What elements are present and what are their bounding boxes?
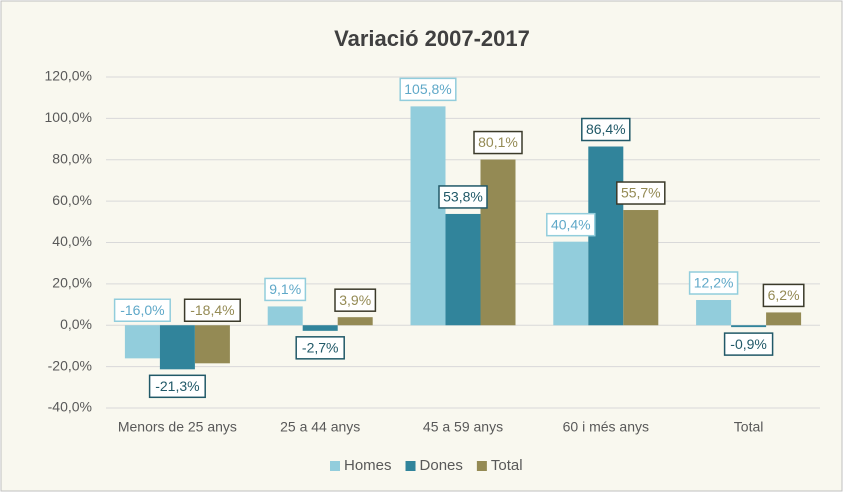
bar bbox=[194, 325, 230, 364]
legend-label: Dones bbox=[420, 457, 463, 474]
value-label: 40,4% bbox=[551, 216, 591, 232]
value-label-box bbox=[581, 117, 631, 142]
bar bbox=[731, 325, 767, 328]
bar bbox=[445, 213, 481, 326]
y-tick-label: 80,0% bbox=[52, 150, 92, 166]
y-tick-label: 20,0% bbox=[52, 275, 92, 291]
value-label-box bbox=[295, 336, 345, 360]
bar bbox=[124, 325, 160, 359]
y-tick-label: 60,0% bbox=[52, 192, 92, 208]
bar bbox=[337, 317, 373, 326]
value-label: -21,3% bbox=[155, 378, 199, 394]
value-label: 55,7% bbox=[621, 185, 661, 201]
value-label: 105,8% bbox=[404, 81, 451, 97]
bar bbox=[766, 312, 802, 326]
bar bbox=[302, 325, 338, 331]
bar bbox=[480, 159, 516, 326]
value-label: 3,9% bbox=[339, 292, 371, 308]
x-tick-label: 60 i més anys bbox=[563, 419, 649, 435]
value-label: 12,2% bbox=[694, 275, 734, 291]
value-label-box bbox=[473, 130, 523, 155]
value-label-box bbox=[399, 77, 457, 102]
bar bbox=[553, 241, 589, 326]
y-tick-label: -40,0% bbox=[48, 399, 92, 415]
value-label-box bbox=[688, 271, 739, 295]
bar bbox=[410, 106, 446, 326]
value-label: 6,2% bbox=[768, 287, 800, 303]
legend-swatch bbox=[405, 461, 416, 471]
value-label-box bbox=[113, 298, 171, 322]
x-tick-label: 25 a 44 anys bbox=[280, 419, 360, 435]
x-tick-label: 45 a 59 anys bbox=[423, 419, 503, 435]
y-tick-label: 40,0% bbox=[52, 233, 92, 249]
value-label-box bbox=[148, 374, 206, 399]
value-label: 86,4% bbox=[586, 121, 626, 137]
value-label-box bbox=[264, 277, 307, 302]
y-tick-label: 0,0% bbox=[60, 316, 92, 332]
chart-title: Variació 2007-2017 bbox=[334, 26, 530, 51]
legend-label: Total bbox=[491, 457, 523, 474]
value-label: -18,4% bbox=[190, 302, 234, 318]
legend-label: Homes bbox=[344, 457, 392, 474]
bar bbox=[696, 300, 732, 326]
legend-swatch bbox=[330, 461, 340, 471]
value-label: -0,9% bbox=[730, 336, 767, 352]
value-label: 53,8% bbox=[443, 189, 483, 205]
value-label: -2,7% bbox=[302, 340, 339, 356]
legend-swatch bbox=[476, 461, 487, 471]
value-label-box bbox=[616, 181, 666, 205]
bar bbox=[623, 210, 659, 326]
y-tick-label: 100,0% bbox=[45, 109, 92, 125]
value-label: 9,1% bbox=[269, 281, 301, 297]
value-label-box bbox=[546, 212, 596, 237]
value-label-box bbox=[762, 283, 805, 308]
y-tick-label: -20,0% bbox=[48, 357, 92, 373]
value-label: -16,0% bbox=[120, 302, 164, 318]
value-label-box bbox=[723, 332, 774, 356]
x-tick-label: Menors de 25 anys bbox=[118, 419, 237, 435]
x-tick-label: Total bbox=[734, 419, 764, 435]
value-label-box bbox=[334, 288, 377, 312]
value-label-box bbox=[438, 185, 488, 209]
value-label-box bbox=[183, 298, 241, 322]
y-tick-label: 120,0% bbox=[45, 68, 92, 84]
value-label: 80,1% bbox=[478, 134, 518, 150]
bar bbox=[159, 325, 195, 370]
bar bbox=[267, 306, 303, 326]
